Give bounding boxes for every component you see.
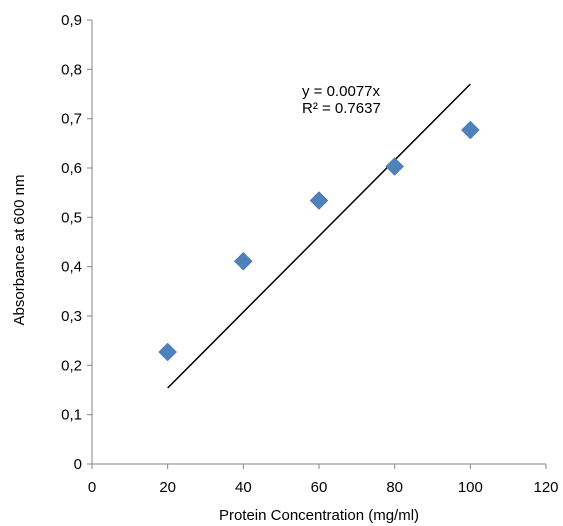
data-point bbox=[309, 191, 329, 210]
x-tick-label: 0 bbox=[88, 479, 96, 496]
y-tick-label: 0,1 bbox=[61, 407, 82, 424]
y-tick-label: 0,6 bbox=[61, 160, 82, 177]
y-tick-label: 0,4 bbox=[61, 259, 82, 276]
data-point bbox=[460, 120, 480, 140]
data-points bbox=[158, 120, 480, 362]
y-tick-label: 0,8 bbox=[61, 61, 82, 78]
trendline bbox=[167, 83, 471, 389]
x-tick-label: 100 bbox=[458, 479, 483, 496]
y-axis-title: Absorbance at 600 nm bbox=[11, 175, 28, 326]
labels: y = 0.0077x R² = 0.7637 Protein Concentr… bbox=[11, 83, 419, 524]
x-tick-label: 120 bbox=[533, 479, 558, 496]
data-point bbox=[233, 251, 253, 271]
x-tick-label: 60 bbox=[311, 479, 328, 496]
x-tick-label: 80 bbox=[386, 479, 403, 496]
x-axis-title: Protein Concentration (mg/ml) bbox=[219, 507, 419, 524]
trendline-group bbox=[167, 83, 471, 389]
y-tick-label: 0,3 bbox=[61, 308, 82, 325]
y-tick-label: 0 bbox=[74, 456, 82, 473]
y-tick-label: 0,7 bbox=[61, 111, 82, 128]
trendline-r-squared-label: R² = 0.7637 bbox=[302, 100, 381, 117]
y-tick-label: 0,2 bbox=[61, 357, 82, 374]
x-tick-label: 20 bbox=[159, 479, 176, 496]
axes: 0 0,1 0,2 0,3 0,4 0,5 0,6 0,7 0,8 0,9 0 20 40 60 80 100… bbox=[61, 12, 558, 496]
y-tick-label: 0,5 bbox=[61, 209, 82, 226]
data-point bbox=[385, 157, 405, 176]
data-point bbox=[158, 342, 178, 362]
trendline-equation-label: y = 0.0077x bbox=[302, 83, 380, 100]
y-tick-label: 0,9 bbox=[61, 12, 82, 29]
x-tick-label: 40 bbox=[235, 479, 252, 496]
